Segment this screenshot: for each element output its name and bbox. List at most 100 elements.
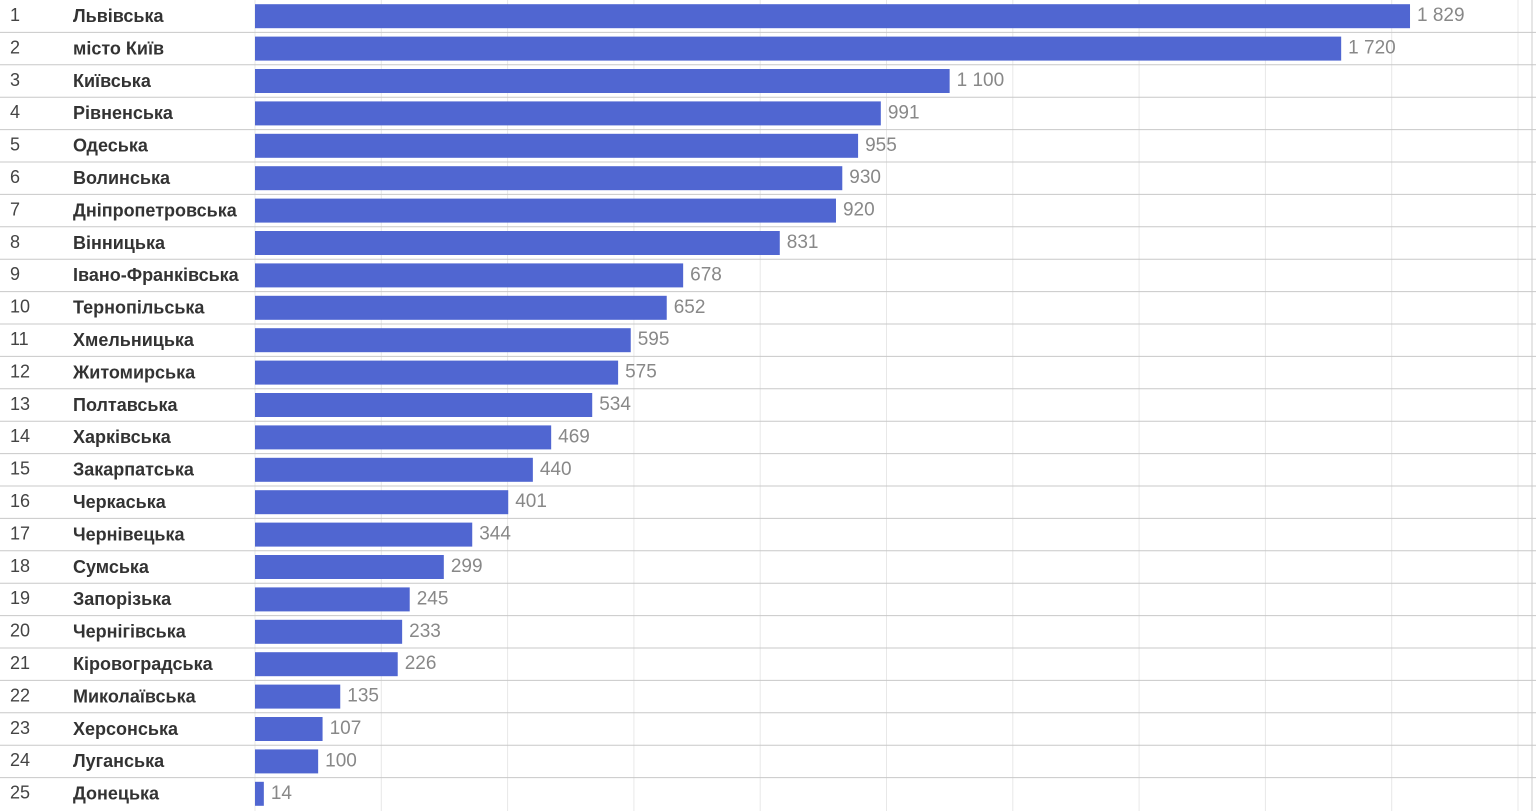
rank: 6 [10,167,20,187]
value-label: 652 [674,297,706,318]
value-label: 469 [558,426,590,447]
bar [255,393,593,417]
bar [255,425,552,450]
rank: 5 [10,135,20,155]
value-label: 831 [787,232,819,253]
value-label: 534 [599,394,631,415]
rank: 23 [10,718,30,738]
category-label: Волинська [73,168,171,188]
value-label: 14 [271,783,293,804]
value-label: 1 100 [957,70,1005,91]
bar [255,166,843,191]
bar [255,69,950,93]
value-label: 920 [843,200,875,221]
bar [255,101,881,126]
rank: 10 [10,297,30,317]
category-label: Миколаївська [73,686,197,706]
bar [255,749,319,774]
category-label: Дніпропетровська [73,200,238,220]
bar [255,231,780,255]
rank: 3 [10,70,20,90]
category-label: Чернівецька [73,524,186,544]
value-label: 344 [479,524,511,545]
rank: 9 [10,264,20,284]
bar [255,619,403,644]
category-label: Вінницька [73,233,166,253]
value-label: 930 [849,167,881,188]
value-label: 107 [330,718,362,739]
rank: 4 [10,102,20,122]
category-label: Черкаська [73,492,167,512]
category-label: Полтавська [73,395,178,415]
value-label: 955 [865,135,897,156]
category-label: Запорізька [73,589,172,609]
value-label: 100 [325,750,357,771]
bar [255,4,1411,29]
category-label: місто Київ [73,38,164,58]
rank: 25 [10,783,30,803]
rank: 18 [10,556,30,576]
rank: 7 [10,199,20,219]
bar [255,457,533,482]
category-label: Кіровоградська [73,654,214,674]
value-label: 991 [888,102,920,123]
bar [255,684,341,709]
category-label: Одеська [73,136,149,156]
category-label: Житомирська [72,362,196,382]
bar [255,36,1342,61]
category-label: Донецька [73,784,160,804]
rank: 13 [10,394,30,414]
category-label: Львівська [73,6,164,26]
rank: 2 [10,37,20,57]
bar [255,781,264,806]
value-label: 1 829 [1417,5,1465,26]
rank: 14 [10,426,30,446]
rank: 24 [10,750,30,770]
rank: 16 [10,491,30,511]
rank: 21 [10,653,30,673]
rank: 11 [10,329,29,349]
value-label: 440 [540,459,572,480]
value-label: 226 [405,653,437,674]
bar [255,652,398,677]
category-label: Херсонська [73,719,179,739]
category-label: Київська [73,71,152,91]
bar [255,360,619,385]
bar [255,295,667,320]
value-label: 233 [409,621,441,642]
rank: 22 [10,685,30,705]
rank: 19 [10,588,30,608]
rank: 8 [10,232,20,252]
bar [255,587,410,612]
rank: 20 [10,621,30,641]
bar [255,555,444,579]
value-label: 595 [638,329,670,350]
category-label: Хмельницька [73,330,195,350]
value-label: 678 [690,264,722,285]
rank: 17 [10,523,30,543]
value-label: 575 [625,362,657,383]
value-label: 245 [417,588,449,609]
bar [255,522,473,547]
category-label: Закарпатська [73,460,195,480]
bar [255,717,323,741]
bar [255,328,631,353]
bar [255,490,509,515]
category-label: Харківська [73,427,172,447]
bar [255,263,684,288]
rank: 15 [10,459,30,479]
category-label: Сумська [73,557,150,577]
category-label: Рівненська [73,103,174,123]
value-label: 1 720 [1348,38,1396,59]
category-label: Чернігівська [73,622,187,642]
value-label: 401 [515,491,547,512]
value-label: 135 [347,686,379,707]
rank: 1 [10,5,20,25]
category-label: Івано-Франківська [73,265,240,285]
category-label: Тернопільська [73,298,205,318]
category-label: Луганська [73,751,165,771]
bar [255,133,859,158]
bar [255,198,836,223]
